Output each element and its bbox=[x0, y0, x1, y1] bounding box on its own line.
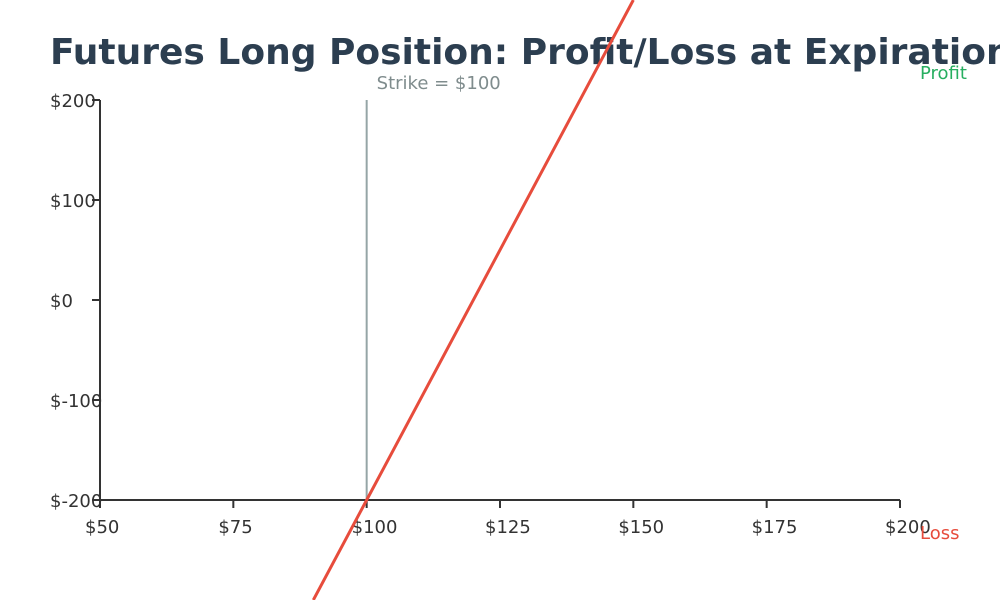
y-tick-label: $0 bbox=[50, 291, 73, 312]
x-tick-label: $150 bbox=[618, 517, 664, 538]
x-tick-label: $100 bbox=[352, 517, 398, 538]
y-tick-label: $-200 bbox=[50, 491, 102, 512]
axes bbox=[99, 100, 900, 501]
y-tick-label: $100 bbox=[50, 191, 96, 212]
chart-title: Futures Long Position: Profit/Loss at Ex… bbox=[50, 32, 1000, 73]
y-tick-label: $200 bbox=[50, 91, 96, 112]
x-tick-label: $125 bbox=[485, 517, 531, 538]
x-tick-label: $75 bbox=[218, 517, 252, 538]
x-tick-label: $175 bbox=[752, 517, 798, 538]
x-tick-label: $50 bbox=[85, 517, 119, 538]
loss-label: Loss bbox=[920, 523, 959, 544]
profit-label: Profit bbox=[920, 63, 967, 84]
x-tick-label: $200 bbox=[885, 517, 931, 538]
payoff-line bbox=[312, 0, 635, 600]
y-tick-label: $-100 bbox=[50, 391, 102, 412]
strike-label: Strike = $100 bbox=[377, 73, 501, 94]
